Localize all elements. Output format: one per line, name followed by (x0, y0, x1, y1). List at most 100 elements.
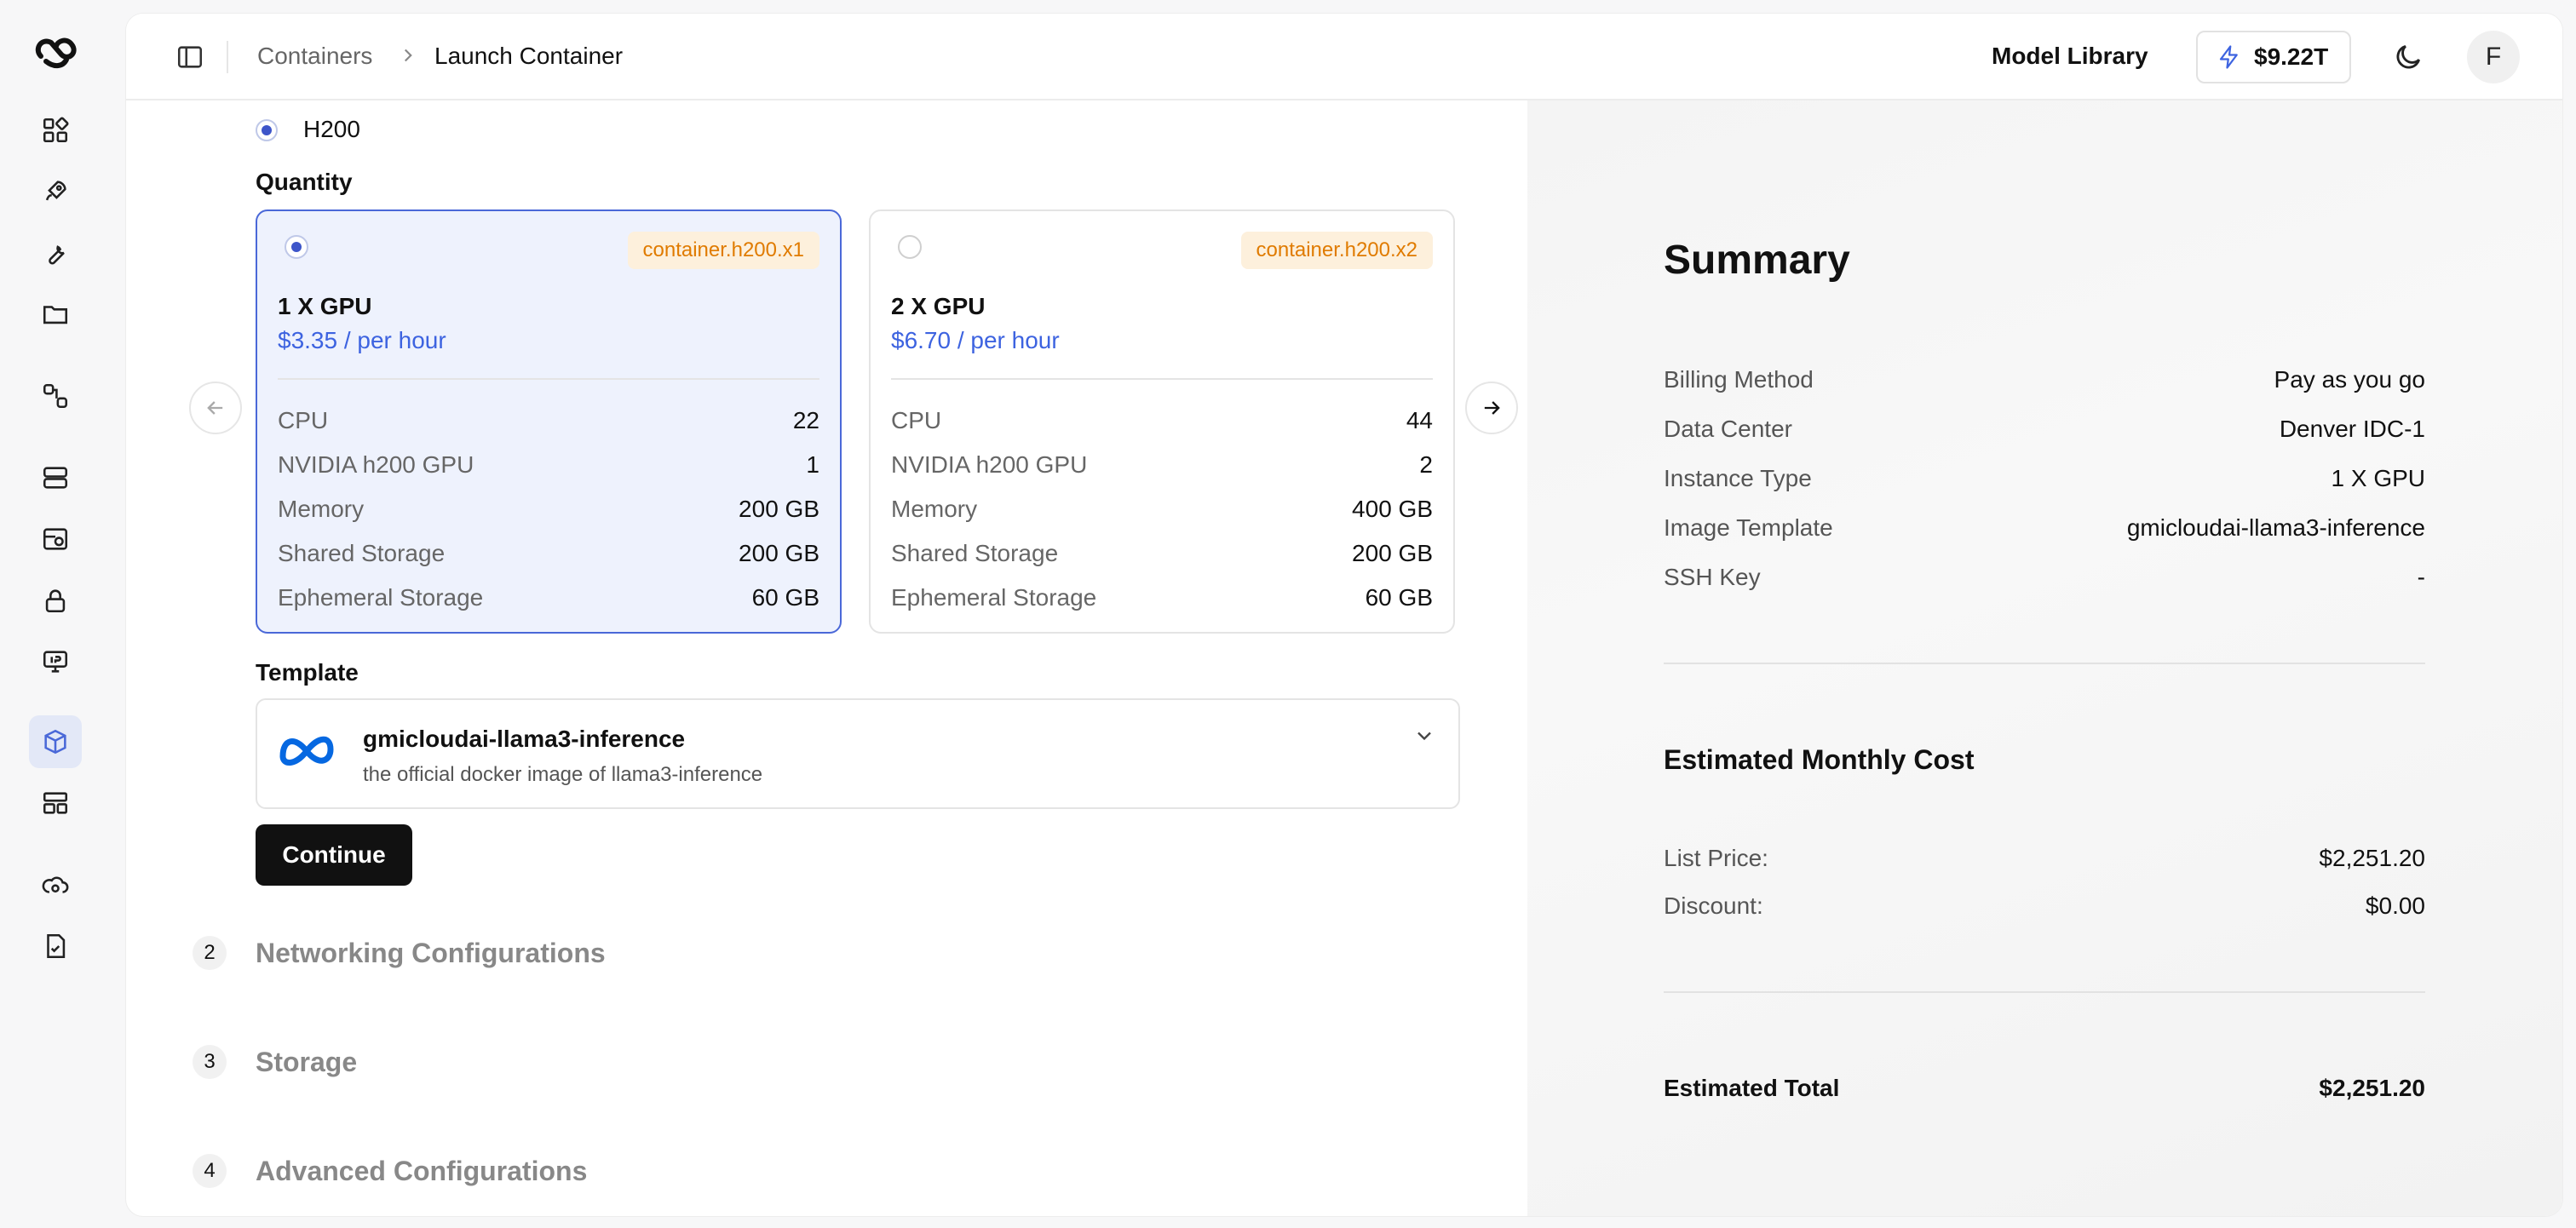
spec-label: CPU (278, 407, 329, 433)
folder-icon[interactable] (29, 288, 82, 341)
step-advanced[interactable]: 4 Advanced Configurations (193, 1150, 587, 1192)
sidebar-toggle-icon[interactable] (175, 43, 204, 72)
summary-value: gmicloudai-llama3-inference (2126, 514, 2425, 541)
step-title: Advanced Configurations (256, 1155, 588, 1186)
main-card: Containers Launch Container Model Librar… (126, 14, 2562, 1216)
gpu-option-card[interactable]: container.h200.x1 1 X GPU $3.35 / per ho… (256, 209, 842, 634)
cost-value: $2,251.20 (2319, 845, 2425, 871)
spec-value: 200 GB (739, 496, 819, 522)
continue-button[interactable]: Continue (256, 824, 412, 886)
summary-value: Pay as you go (2274, 366, 2425, 393)
server-icon[interactable] (29, 451, 82, 504)
lightning-icon (2219, 45, 2238, 69)
moon-icon[interactable] (2392, 41, 2424, 73)
spec-value: 200 GB (739, 540, 819, 566)
container-icon[interactable] (29, 715, 82, 768)
summary-row: Data Center Denver IDC-1 (1664, 412, 2425, 446)
spec-value: 44 (1406, 407, 1433, 433)
spec-label: NVIDIA h200 GPU (891, 451, 1088, 478)
summary-value: 1 X GPU (2331, 465, 2425, 491)
arrow-right-icon (1484, 401, 1500, 415)
gpu-option-radio[interactable] (285, 235, 308, 259)
summary-row: SSH Key - (1664, 560, 2425, 594)
template-description: the official docker image of llama3-infe… (363, 763, 763, 786)
spec-row: NVIDIA h200 GPU 2 (891, 443, 1433, 487)
step-number: 2 (193, 936, 227, 970)
summary-label: Data Center (1664, 416, 1792, 442)
carousel-prev-button[interactable] (189, 382, 242, 434)
gpu-option-radio[interactable] (898, 235, 922, 259)
carousel-next-button[interactable] (1465, 382, 1518, 434)
spec-value: 22 (792, 407, 819, 433)
cost-label: List Price: (1664, 845, 1768, 871)
step-number: 4 (193, 1154, 227, 1188)
server-settings-icon[interactable] (29, 513, 82, 565)
cloud-upload-icon[interactable] (29, 858, 82, 911)
avatar[interactable]: F (2467, 31, 2520, 83)
spec-label: Shared Storage (278, 540, 446, 566)
dashboard-icon[interactable] (29, 104, 82, 157)
lock-icon[interactable] (29, 574, 82, 627)
icon-rail (0, 0, 126, 1228)
gpu-type-label: H200 (303, 116, 360, 142)
summary-panel: Summary Billing Method Pay as you go Data… (1527, 100, 2562, 1216)
summary-value: Denver IDC-1 (2279, 416, 2425, 442)
spec-row: Ephemeral Storage 60 GB (278, 576, 819, 620)
divider (1664, 991, 2425, 993)
spec-row: NVIDIA h200 GPU 1 (278, 443, 819, 487)
template-select[interactable]: gmicloudai-llama3-inference the official… (256, 698, 1460, 809)
quantity-label: Quantity (256, 169, 353, 195)
summary-label: Image Template (1664, 514, 1833, 541)
credits-button[interactable]: $9.22T (2196, 31, 2351, 83)
cost-label: Discount: (1664, 892, 1763, 919)
layout-icon[interactable] (29, 777, 82, 829)
meta-logo-icon (279, 736, 334, 766)
summary-label: Billing Method (1664, 366, 1814, 393)
wrench-icon[interactable] (29, 227, 82, 279)
workflow-icon[interactable] (29, 370, 82, 422)
spec-value: 400 GB (1352, 496, 1433, 522)
gpu-option-card[interactable]: container.h200.x2 2 X GPU $6.70 / per ho… (869, 209, 1455, 634)
cost-row: Discount: $0.00 (1664, 889, 2425, 923)
divider (278, 378, 819, 380)
summary-label: Instance Type (1664, 465, 1812, 491)
document-check-icon[interactable] (29, 920, 82, 973)
step-title: Storage (256, 1046, 358, 1077)
divider (227, 41, 228, 73)
step-number: 3 (193, 1045, 227, 1079)
spec-value: 200 GB (1352, 540, 1433, 566)
model-library-link[interactable]: Model Library (1992, 43, 2148, 69)
spec-row: Memory 400 GB (891, 487, 1433, 531)
spec-row: Memory 200 GB (278, 487, 819, 531)
breadcrumb-current: Launch Container (434, 43, 624, 69)
rocket-icon[interactable] (29, 165, 82, 218)
summary-value: - (2417, 564, 2425, 590)
spec-label: NVIDIA h200 GPU (278, 451, 474, 478)
sku-badge: container.h200.x1 (627, 232, 819, 269)
credits-value: $9.22T (2254, 43, 2329, 70)
cost-value: $0.00 (2365, 892, 2425, 919)
spec-label: Shared Storage (891, 540, 1059, 566)
summary-row: Image Template gmicloudai-llama3-inferenc… (1664, 511, 2425, 545)
chevron-down-icon[interactable] (1412, 724, 1436, 748)
ip-monitor-icon[interactable] (29, 635, 82, 688)
spec-row: CPU 22 (278, 399, 819, 443)
sku-badge: container.h200.x2 (1240, 232, 1433, 269)
spec-row: Shared Storage 200 GB (891, 531, 1433, 576)
gpu-type-radio-h200[interactable] (256, 119, 278, 141)
summary-row: Instance Type 1 X GPU (1664, 462, 2425, 496)
step-networking[interactable]: 2 Networking Configurations (193, 932, 606, 974)
monthly-cost-title: Estimated Monthly Cost (1664, 744, 1975, 775)
divider (1664, 663, 2425, 664)
breadcrumb-containers[interactable]: Containers (257, 43, 373, 69)
gpu-option-name: 2 X GPU (891, 293, 986, 319)
launch-form: H200 Quantity container.h200.x1 1 X GPU … (126, 100, 1527, 1216)
step-title: Networking Configurations (256, 937, 606, 968)
estimated-total-row: Estimated Total $2,251.20 (1664, 1075, 2425, 1102)
arrow-left-icon (207, 401, 223, 415)
brand-logo-icon[interactable] (32, 31, 80, 73)
step-storage[interactable]: 3 Storage (193, 1041, 357, 1083)
top-bar: Containers Launch Container Model Librar… (126, 14, 2562, 100)
template-name: gmicloudai-llama3-inference (363, 726, 686, 752)
spec-value: 60 GB (1365, 584, 1433, 611)
